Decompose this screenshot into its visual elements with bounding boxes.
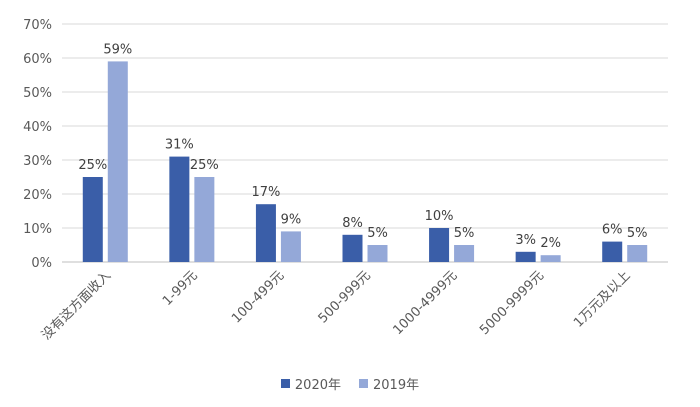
category-label: 没有这方面收入 bbox=[38, 268, 114, 344]
legend-swatch-2019 bbox=[359, 379, 368, 388]
data-label: 31% bbox=[165, 138, 194, 153]
data-label: 17% bbox=[251, 185, 280, 200]
bar bbox=[429, 228, 450, 262]
bar bbox=[515, 251, 536, 262]
data-label: 8% bbox=[342, 216, 363, 231]
y-tick-label: 0% bbox=[31, 256, 52, 271]
bar bbox=[602, 241, 623, 262]
bar bbox=[454, 245, 475, 262]
category-label: 5000-9999元 bbox=[477, 268, 547, 338]
category-labels: 没有这方面收入 1-99元 100-499元 500-999元 1000-4999元 50… bbox=[38, 268, 633, 344]
bar bbox=[367, 245, 388, 262]
data-label: 59% bbox=[103, 42, 132, 57]
y-tick-label: 60% bbox=[23, 52, 52, 67]
bar bbox=[540, 255, 561, 262]
category-label: 500-999元 bbox=[316, 268, 374, 326]
legend-label-2020: 2020年 bbox=[294, 378, 341, 393]
bar bbox=[255, 204, 276, 262]
legend-item-2019: 2019年 bbox=[359, 374, 419, 393]
y-tick-label: 10% bbox=[23, 222, 52, 237]
data-labels: 25%59%31%25%17%9% 8%5%10%5% 3% 2%6% 5% bbox=[78, 42, 647, 251]
data-label: 2% bbox=[540, 236, 561, 251]
category-label: 1000-4999元 bbox=[390, 268, 460, 338]
y-tick-label: 40% bbox=[23, 120, 52, 135]
bar bbox=[194, 177, 215, 262]
legend-label-2019: 2019年 bbox=[373, 378, 420, 393]
gridlines bbox=[62, 23, 668, 263]
bar bbox=[342, 234, 363, 262]
bar bbox=[169, 156, 190, 262]
bar bbox=[82, 177, 103, 262]
y-tick-label: 70% bbox=[23, 18, 52, 33]
y-tick-label: 50% bbox=[23, 86, 52, 101]
bar bbox=[280, 231, 301, 262]
bar bbox=[627, 245, 648, 262]
data-label: 6% bbox=[602, 223, 623, 238]
legend-swatch-2020 bbox=[280, 379, 290, 388]
category-label: 100-499元 bbox=[229, 268, 287, 326]
bar bbox=[107, 61, 128, 263]
data-label: 10% bbox=[425, 209, 454, 224]
data-label: 5% bbox=[367, 226, 388, 241]
y-axis-ticks: 0% 10% 20% 30% 40% 50% 60% 70% bbox=[23, 18, 52, 271]
data-label: 25% bbox=[78, 158, 107, 173]
data-label: 5% bbox=[454, 226, 475, 241]
data-label: 3% bbox=[515, 233, 536, 248]
bars bbox=[82, 61, 648, 263]
data-label: 25% bbox=[190, 158, 219, 173]
category-label: 1万元及以上 bbox=[571, 268, 633, 330]
legend: 2020年 2019年 bbox=[0, 374, 700, 393]
data-label: 5% bbox=[627, 226, 648, 241]
y-tick-label: 20% bbox=[23, 188, 52, 203]
y-tick-label: 30% bbox=[23, 154, 52, 169]
data-label: 9% bbox=[281, 212, 302, 227]
legend-item-2020: 2020年 bbox=[280, 374, 341, 393]
category-label: 1-99元 bbox=[160, 268, 201, 309]
